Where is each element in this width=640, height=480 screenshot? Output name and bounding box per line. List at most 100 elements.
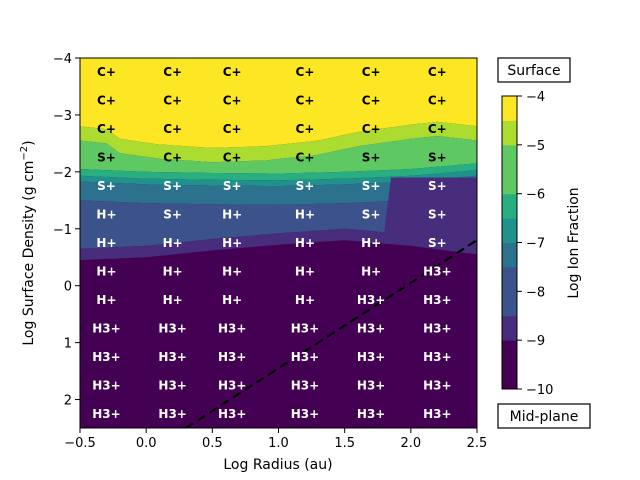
ion-label: H3+: [423, 350, 451, 364]
dashed-boundary-line: [185, 239, 477, 428]
ion-label: C+: [163, 65, 182, 79]
ion-label: H3+: [218, 378, 246, 392]
ion-label: H+: [163, 293, 183, 307]
ion-label: H3+: [158, 350, 186, 364]
colorbar-segment: [502, 266, 517, 292]
ion-label: H3+: [92, 350, 120, 364]
ion-label: S+: [97, 151, 116, 165]
ion-label: H+: [295, 293, 315, 307]
ion-label: C+: [223, 65, 242, 79]
colorbar-segment: [502, 144, 517, 170]
x-tick-label: 2.5: [467, 436, 488, 451]
colorbar-label: Log Ion Fraction: [566, 187, 582, 298]
ion-label: H3+: [218, 321, 246, 335]
x-tick-label: 1.5: [334, 436, 355, 451]
ion-label: H3+: [92, 321, 120, 335]
contour-layers: [80, 58, 477, 261]
ion-label: C+: [362, 122, 381, 136]
ion-label: H+: [295, 264, 315, 278]
x-tick-label: 0.5: [202, 436, 223, 451]
colorbar-segment: [502, 364, 517, 390]
colorbar: [502, 96, 517, 390]
ion-label: H+: [222, 208, 242, 222]
x-tick-label: −0.5: [64, 436, 96, 451]
ion-labels: C+ C+ C+ C+ C+ C+ C+ C+ C+ C+ C+ C+ C+ C+ C+ C+ C+ C+ S+ C+…: [92, 65, 451, 421]
ion-label: H+: [361, 236, 381, 250]
y-tick-label: 1: [64, 337, 72, 352]
ion-label: H+: [96, 293, 116, 307]
colorbar-tick-label: −8: [526, 285, 545, 300]
ion-label: C+: [163, 151, 182, 165]
colorbar-segment: [502, 218, 517, 243]
x-tick-label: 1.0: [268, 436, 289, 451]
ion-label: H+: [295, 208, 315, 222]
ion-label: H+: [96, 208, 116, 222]
ion-label: H+: [222, 264, 242, 278]
contour-band-seagreen: [80, 163, 477, 181]
contour-band-blueteal: [80, 175, 477, 205]
x-axis-ticks: −0.5 0.0 0.5 1.0 1.5 2.0 2.5: [64, 428, 487, 451]
ion-label: C+: [362, 65, 381, 79]
colorbar-segment: [502, 96, 517, 121]
colorbar-tick-label: −4: [526, 90, 545, 105]
ion-label: S+: [97, 179, 116, 193]
ion-label: H3+: [291, 378, 319, 392]
ion-label: H3+: [291, 350, 319, 364]
ion-label: H+: [163, 236, 183, 250]
colorbar-segment: [502, 242, 517, 268]
ion-label: H3+: [218, 407, 246, 421]
midplane-label: Mid-plane: [510, 409, 579, 425]
colorbar-segment: [502, 169, 517, 195]
x-axis-label: Log Radius (au): [223, 457, 332, 473]
colorbar-segment: [502, 120, 517, 146]
colorbar-segment: [502, 193, 517, 219]
colorbar-segment: [502, 291, 517, 317]
ion-label: H+: [295, 236, 315, 250]
ion-label: C+: [163, 122, 182, 136]
contour-band-green: [80, 136, 477, 174]
colorbar-segment: [502, 340, 517, 366]
ion-label: H3+: [357, 378, 385, 392]
contour-band-blue: [80, 177, 477, 249]
contour-band-yellow: [80, 58, 477, 148]
colorbar-tick-label: −10: [526, 383, 553, 398]
ion-label: H3+: [158, 378, 186, 392]
ion-label: C+: [223, 94, 242, 108]
ion-label: S+: [223, 179, 242, 193]
y-tick-label: −2: [53, 166, 72, 181]
plot-area: C+ C+ C+ C+ C+ C+ C+ C+ C+ C+ C+ C+ C+ C+ C+ C+ C+ C+ S+ C+…: [80, 58, 477, 428]
surface-label: Surface: [507, 63, 560, 79]
ion-label: H3+: [92, 378, 120, 392]
y-tick-label: 2: [64, 394, 72, 409]
ion-label: H+: [222, 293, 242, 307]
ion-label: H3+: [423, 378, 451, 392]
ion-label: S+: [362, 179, 381, 193]
y-tick-label: −3: [53, 109, 72, 124]
x-tick-label: 2.0: [400, 436, 421, 451]
contour-band-teal: [80, 170, 477, 187]
ion-label: H3+: [291, 407, 319, 421]
ion-label: S+: [428, 208, 447, 222]
midplane-label-box: [497, 403, 591, 429]
ion-label: S+: [362, 208, 381, 222]
ion-label: C+: [296, 151, 315, 165]
ion-label: H3+: [158, 407, 186, 421]
ion-label: C+: [223, 122, 242, 136]
surface-label-box: [497, 57, 571, 83]
ion-label: H3+: [291, 321, 319, 335]
ion-label: H+: [96, 264, 116, 278]
ion-label: C+: [97, 65, 116, 79]
ion-label: S+: [428, 151, 447, 165]
y-axis-ticks: −4 −3 −2 −1 0 1 2: [53, 52, 80, 409]
ion-label: C+: [223, 151, 242, 165]
colorbar-ticks: −4 −5 −6 −7 −8 −9 −10: [517, 90, 553, 398]
contour-band-indigo: [80, 177, 477, 261]
ion-label: C+: [296, 94, 315, 108]
ion-label: C+: [163, 94, 182, 108]
y-axis-label: Log Surface Density (g cm−2): [19, 140, 37, 345]
colorbar-tick-label: −7: [526, 237, 545, 252]
ion-label: S+: [296, 179, 315, 193]
ion-label: H3+: [423, 321, 451, 335]
x-tick-label: 0.0: [136, 436, 157, 451]
colorbar-tick-label: −6: [526, 188, 545, 203]
